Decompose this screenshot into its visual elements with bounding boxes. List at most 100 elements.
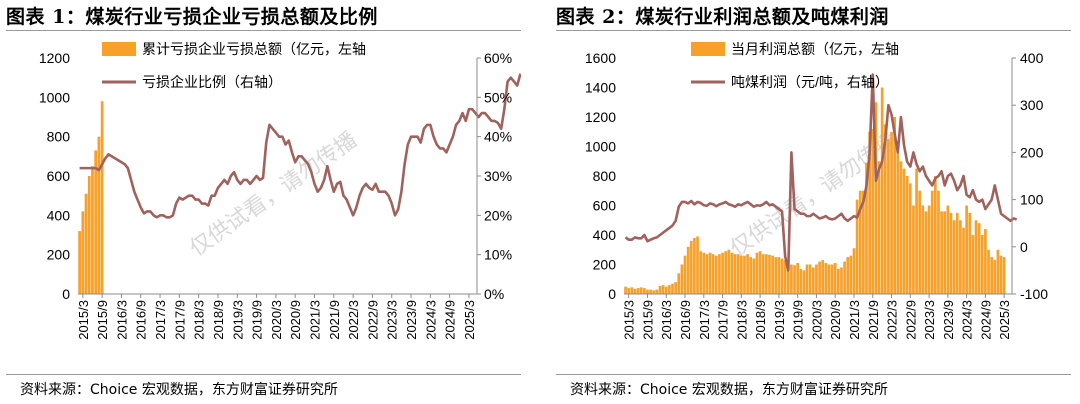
bar-mark [940, 211, 943, 294]
bar-mark [627, 288, 631, 294]
bar-mark [699, 251, 703, 294]
legend-bar-label: 当月利润总额（亿元，左轴 [731, 41, 899, 57]
bar-mark [902, 168, 906, 295]
bar-mark [815, 264, 818, 294]
x-tick-label: 2018/9 [211, 300, 226, 340]
bar-mark [852, 248, 856, 294]
bar-mark [743, 255, 746, 294]
x-tick-label: 2025/3 [997, 300, 1012, 340]
bar-mark [655, 289, 659, 294]
x-tick-label: 2024/9 [978, 300, 993, 340]
bar-mark [999, 255, 1003, 294]
bar-mark [658, 285, 662, 294]
bar-mark [883, 124, 887, 295]
x-tick-label: 2020/3 [809, 300, 824, 340]
bar-mark [668, 285, 671, 294]
x-tick-label: 2022/3 [885, 300, 900, 340]
bar-mark [646, 289, 649, 294]
y-left-tick-label: 0 [62, 286, 70, 302]
y-right-tick-label: 60% [484, 50, 512, 66]
source-rule [556, 374, 1071, 375]
y-left-tick-label: 1000 [585, 139, 616, 155]
bar-mark [671, 283, 674, 294]
bar-mark [955, 212, 959, 295]
bar-mark [949, 212, 953, 295]
x-tick-label: 2019/9 [250, 300, 265, 340]
bar-mark [689, 240, 693, 294]
y-left-tick-label: 1200 [585, 109, 616, 125]
y-left-tick-label: 400 [593, 227, 617, 243]
bar-mark [94, 150, 98, 294]
bar-mark [921, 205, 925, 294]
bar-mark [905, 176, 909, 294]
bar-mark [899, 161, 903, 294]
y-right-tick-label: 300 [1020, 97, 1044, 113]
bar-mark [755, 252, 759, 294]
x-tick-label: 2020/3 [269, 300, 284, 340]
bar-mark [736, 254, 740, 294]
bar-mark [959, 220, 962, 294]
x-tick-label: 2021/3 [308, 300, 323, 340]
y-left-tick-label: 400 [47, 207, 71, 223]
y-left-tick-label: 1600 [585, 50, 616, 66]
x-tick-label: 2016/9 [678, 300, 693, 340]
bar-mark [877, 161, 881, 294]
x-tick-label: 2021/3 [847, 300, 862, 340]
watermark-text: 仅供试看，请勿传播 [185, 127, 362, 261]
bar-mark [915, 168, 918, 295]
bar-mark [868, 131, 871, 294]
y-right-tick-label: 30% [484, 168, 512, 184]
x-tick-label: 2021/9 [327, 300, 342, 340]
bar-mark [84, 193, 88, 294]
bar-mark [840, 267, 843, 294]
legend-line-label: 吨煤利润（元/吨，右轴） [731, 74, 889, 90]
bar-mark [765, 254, 768, 294]
bar-mark [927, 205, 931, 294]
bar-mark [811, 267, 815, 294]
series-line [624, 73, 1018, 272]
bar-mark [855, 199, 859, 294]
bar-mark [846, 257, 850, 295]
bar-mark [996, 249, 1000, 294]
x-tick-label: 2023/3 [922, 300, 937, 340]
bar-mark [962, 227, 965, 295]
chart-title: 图表 1：煤炭行业亏损企业亏损总额及比例 [6, 6, 378, 28]
bar-mark [993, 260, 997, 294]
bar-mark [686, 246, 690, 294]
x-tick-label: 2016/3 [659, 300, 674, 340]
bar-mark [724, 251, 728, 294]
y-right-tick-label: 20% [484, 207, 512, 223]
y-left-tick-label: 200 [47, 247, 71, 263]
bar-mark [836, 268, 840, 294]
bar-mark [818, 261, 821, 294]
bar-mark [971, 235, 975, 294]
bar-mark [821, 260, 825, 294]
y-left-tick-label: 600 [47, 168, 71, 184]
bar-mark [649, 289, 652, 294]
bar-mark [912, 205, 915, 294]
x-tick-label: 2021/9 [866, 300, 881, 340]
x-tick-label: 2018/3 [192, 300, 207, 340]
chart-panel-1: 图表 1：煤炭行业亏损企业亏损总额及比例 仅供试看，请勿传播 0 200 400 600… [6, 0, 526, 404]
bar-mark [937, 190, 940, 294]
bar-mark [733, 254, 737, 294]
series-line [79, 73, 521, 219]
y-right-tick-label: -100 [1020, 286, 1048, 302]
x-tick-label: 2015/3 [622, 300, 637, 340]
x-tick-label: 2023/9 [404, 300, 419, 340]
bar-mark [871, 128, 875, 294]
bar-mark [990, 257, 994, 295]
x-tick-label: 2017/9 [172, 300, 187, 340]
bar-mark [977, 223, 981, 294]
bar-mark [987, 249, 990, 294]
bar-mark [633, 288, 637, 294]
bar-mark [97, 136, 101, 294]
bar-mark [943, 211, 947, 294]
bar-mark [783, 260, 787, 294]
legend-bar-swatch [102, 42, 136, 56]
x-tick-label: 2016/3 [114, 300, 129, 340]
chart-area: 仅供试看，请勿传播 0 200 400 600 800 1000 1200 0% 10% 20% 30… [39, 41, 521, 340]
bar-mark [874, 102, 878, 294]
bar-mark [933, 176, 937, 294]
y-right-tick-label: 50% [484, 89, 512, 105]
